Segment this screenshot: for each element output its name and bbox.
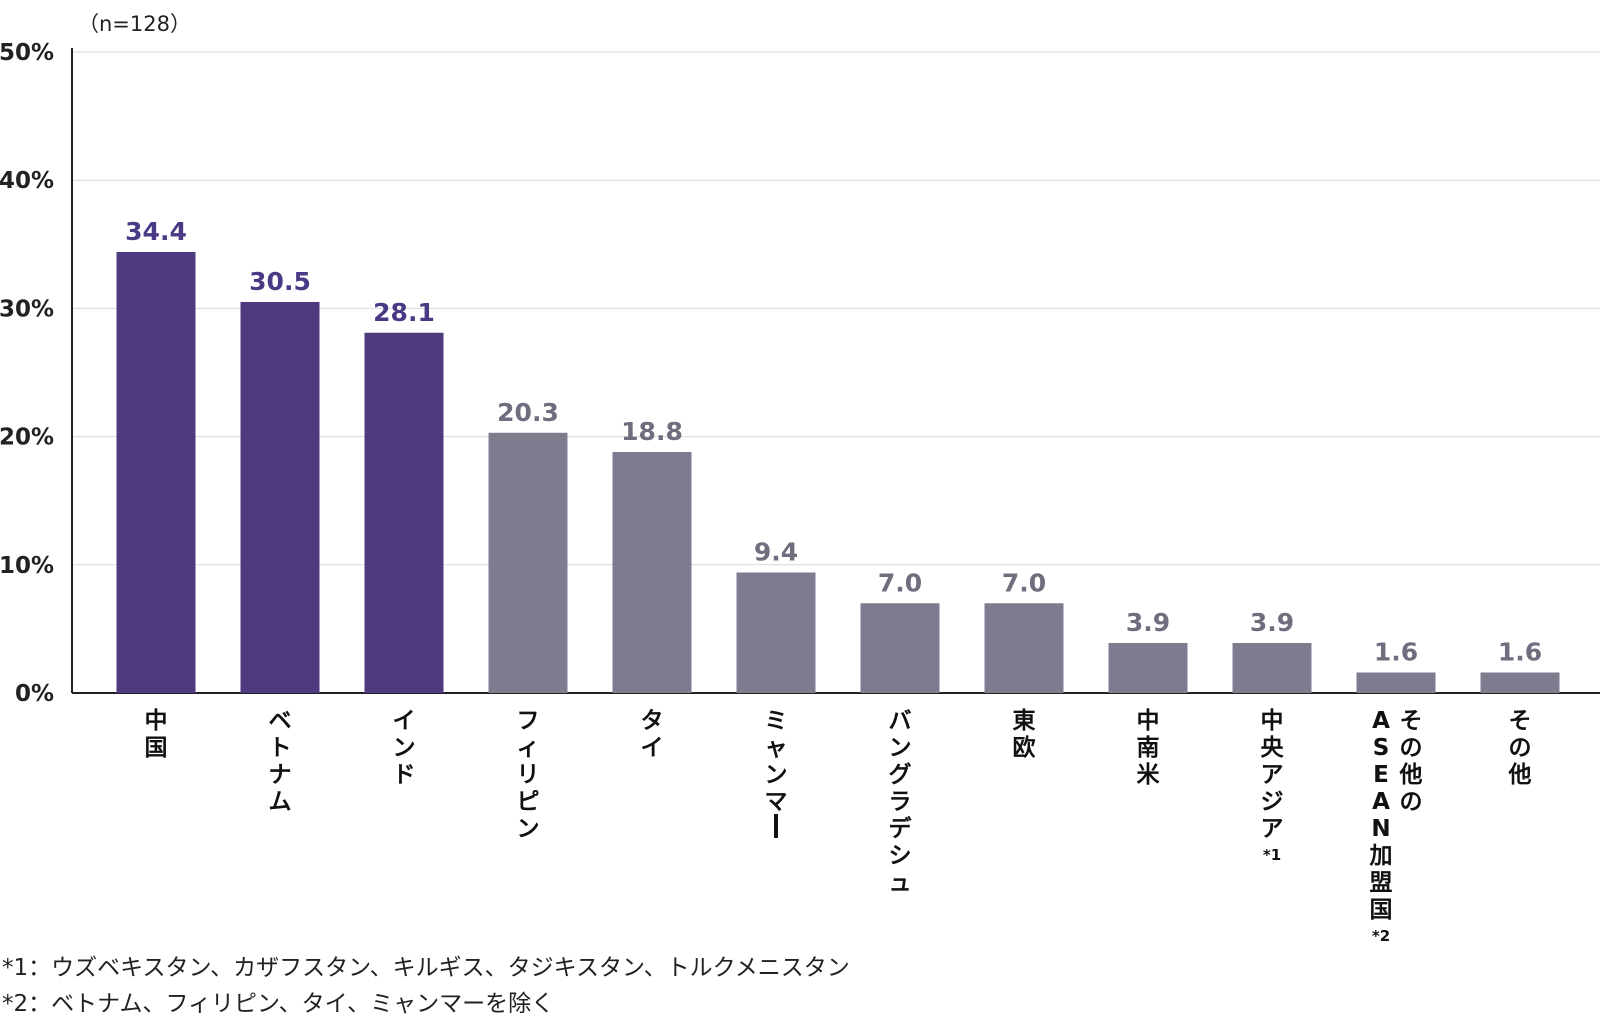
- category-label-char: A: [1372, 708, 1390, 734]
- data-label: 34.4: [125, 217, 187, 246]
- category-label-char: ミ: [765, 708, 788, 734]
- y-tick-label: 50%: [0, 40, 54, 66]
- data-label: 7.0: [878, 568, 922, 597]
- category-label-char: の: [1400, 789, 1423, 815]
- footnote-other-asean: *2：ベトナム、フィリピン、タイ、ミャンマーを除く: [2, 991, 555, 1017]
- category-label-char: 他: [1399, 762, 1423, 788]
- bar: [1108, 643, 1188, 693]
- bar: [240, 301, 320, 693]
- category-label-char: そ: [1509, 708, 1532, 734]
- category-label-char: の: [1509, 735, 1532, 761]
- category-label-char: 東: [1013, 708, 1036, 734]
- category-label-char: グ: [889, 761, 912, 788]
- category-label-char: 他: [1508, 762, 1532, 788]
- category-label-char: フ: [517, 708, 540, 734]
- category-label-char: 国: [145, 735, 168, 761]
- bar: [1356, 672, 1436, 693]
- category-label-char: 中: [1137, 708, 1160, 734]
- category-label-char: N: [1371, 816, 1390, 842]
- category-label-char: イ: [641, 735, 664, 761]
- data-label: 18.8: [621, 417, 683, 446]
- category-note: *1: [1263, 846, 1281, 864]
- data-label: 7.0: [1002, 568, 1046, 597]
- category-label-char: 央: [1261, 735, 1285, 761]
- category-label-char: 中: [1261, 708, 1284, 734]
- category-label-char: ィ: [517, 735, 540, 761]
- category-label-char: ン: [765, 762, 788, 788]
- category-label-char: 中: [145, 708, 168, 734]
- y-tick-label: 40%: [0, 168, 54, 194]
- category-label-char: ベ: [269, 708, 292, 734]
- data-label: 9.4: [754, 537, 798, 566]
- category-label-char: ア: [1261, 816, 1284, 842]
- category-label-char: 加: [1369, 843, 1393, 869]
- bar: [364, 332, 444, 693]
- category-label-char: ア: [1261, 762, 1284, 788]
- category-label-char: [774, 814, 778, 838]
- category-label-char: ュ: [889, 870, 912, 896]
- category-label-char: 米: [1137, 762, 1161, 788]
- category-label-char: そ: [1400, 708, 1423, 734]
- category-label-char: の: [1400, 735, 1423, 761]
- category-label-char: ラ: [889, 789, 912, 815]
- bar: [860, 603, 940, 693]
- category-label-char: ン: [889, 735, 912, 761]
- category-label-char: 南: [1137, 735, 1160, 761]
- category-label-char: リ: [517, 762, 540, 788]
- category-label-char: バ: [889, 708, 912, 734]
- category-label-char: S: [1373, 735, 1390, 761]
- category-note: *2: [1372, 927, 1390, 945]
- bar: [488, 432, 568, 693]
- y-tick-label: 0%: [15, 681, 54, 707]
- sample-size-note: （n=128）: [78, 12, 191, 36]
- y-tick-label: 30%: [0, 296, 54, 322]
- category-label-char: ナ: [269, 762, 292, 788]
- bar: [1232, 643, 1312, 693]
- y-tick-label: 20%: [0, 425, 54, 451]
- category-label-char: 国: [1370, 897, 1393, 923]
- category-label-char: タ: [641, 708, 664, 734]
- data-label: 28.1: [373, 298, 435, 327]
- category-label-char: ト: [269, 735, 292, 761]
- category-label-char: イ: [393, 708, 416, 734]
- bar: [116, 251, 196, 693]
- data-label: 20.3: [497, 398, 559, 427]
- data-label: 3.9: [1126, 608, 1170, 637]
- bar: [612, 451, 692, 693]
- data-label: 1.6: [1498, 637, 1542, 666]
- y-tick-label: 10%: [0, 553, 54, 579]
- data-label: 30.5: [249, 267, 311, 296]
- category-label-char: ム: [269, 789, 292, 815]
- bar: [736, 572, 816, 693]
- category-label-char: E: [1373, 762, 1389, 788]
- footnote-central-asia: *1：ウズベキスタン、カザフスタン、キルギス、タジキスタン、トルクメニスタン: [2, 955, 850, 981]
- category-label-char: マ: [765, 789, 788, 815]
- category-label-char: ン: [393, 735, 416, 761]
- category-label-char: ド: [393, 762, 416, 788]
- category-label-char: デ: [889, 815, 913, 842]
- category-label-char: 盟: [1370, 870, 1393, 896]
- category-label-char: ジ: [1261, 789, 1284, 815]
- category-label-char: 欧: [1013, 735, 1036, 761]
- category-label-char: ャ: [765, 735, 788, 761]
- category-label-char: シ: [889, 843, 912, 869]
- category-label-char: ン: [517, 816, 540, 842]
- data-label: 3.9: [1250, 608, 1294, 637]
- bar: [984, 603, 1064, 693]
- bar: [1480, 672, 1560, 693]
- category-label-char: A: [1372, 789, 1390, 815]
- category-label-char: ピ: [517, 789, 540, 815]
- data-label: 1.6: [1374, 637, 1418, 666]
